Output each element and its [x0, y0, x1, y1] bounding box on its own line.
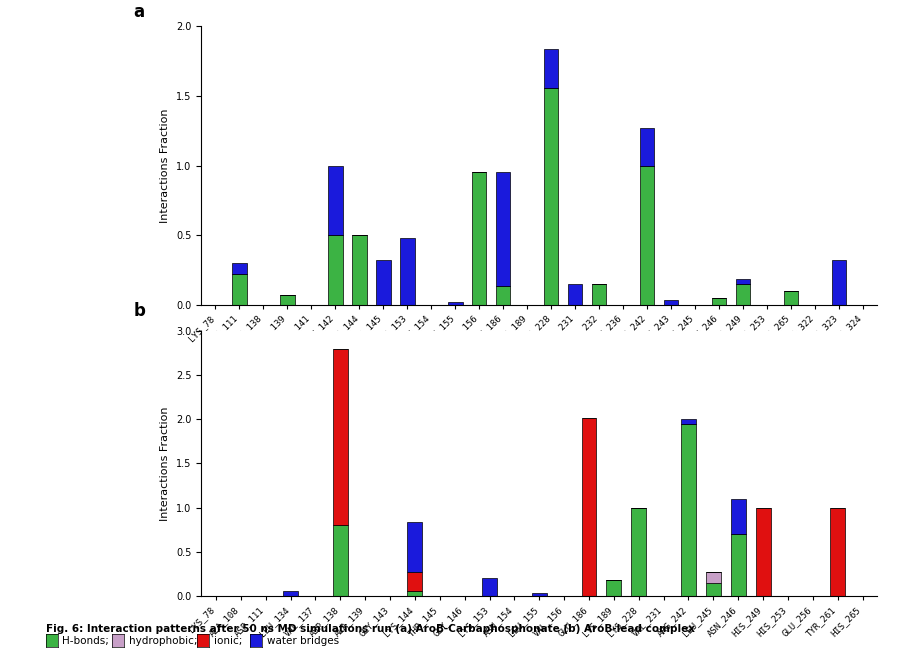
- Bar: [283, 591, 298, 596]
- Bar: [333, 349, 348, 525]
- Bar: [606, 580, 622, 596]
- Text: Fig. 6: Interaction patterns after 50 ns MD simulations run (a) AroB-Carbaphosph: Fig. 6: Interaction patterns after 50 ns…: [46, 624, 695, 634]
- Bar: [681, 419, 696, 424]
- Bar: [712, 297, 727, 305]
- Bar: [756, 508, 771, 596]
- Bar: [482, 578, 497, 596]
- Bar: [640, 128, 654, 166]
- Bar: [408, 591, 422, 596]
- Text: ionic;: ionic;: [214, 636, 242, 646]
- Bar: [473, 173, 486, 305]
- Text: hydrophobic;: hydrophobic;: [129, 636, 197, 646]
- Bar: [232, 263, 247, 274]
- Bar: [328, 166, 343, 235]
- Bar: [568, 283, 582, 305]
- Bar: [544, 49, 558, 87]
- Bar: [544, 87, 558, 305]
- Bar: [592, 283, 606, 305]
- Bar: [532, 593, 547, 596]
- Bar: [681, 424, 696, 596]
- Text: b: b: [133, 303, 145, 320]
- Bar: [830, 508, 845, 596]
- Bar: [448, 302, 462, 305]
- Bar: [832, 260, 846, 305]
- Bar: [581, 418, 597, 596]
- Bar: [281, 295, 294, 305]
- Bar: [232, 274, 247, 305]
- Bar: [333, 525, 348, 596]
- Bar: [706, 583, 721, 596]
- Bar: [736, 283, 750, 305]
- Y-axis label: Interactions Fraction: Interactions Fraction: [161, 109, 170, 222]
- Text: water bridges: water bridges: [267, 636, 339, 646]
- Bar: [784, 291, 798, 305]
- Bar: [706, 572, 721, 583]
- Bar: [632, 508, 646, 596]
- Bar: [352, 235, 367, 305]
- Bar: [400, 238, 415, 305]
- Y-axis label: Interactions Fraction: Interactions Fraction: [160, 406, 170, 520]
- Bar: [408, 522, 422, 572]
- Text: a: a: [133, 3, 144, 21]
- Bar: [730, 534, 746, 596]
- Bar: [496, 172, 511, 287]
- Bar: [736, 279, 750, 283]
- Bar: [496, 287, 511, 305]
- Text: H-bonds;: H-bonds;: [62, 636, 109, 646]
- Bar: [328, 235, 343, 305]
- Bar: [664, 301, 678, 305]
- Bar: [377, 260, 390, 305]
- Bar: [640, 166, 654, 305]
- Bar: [408, 572, 422, 591]
- Bar: [730, 498, 746, 534]
